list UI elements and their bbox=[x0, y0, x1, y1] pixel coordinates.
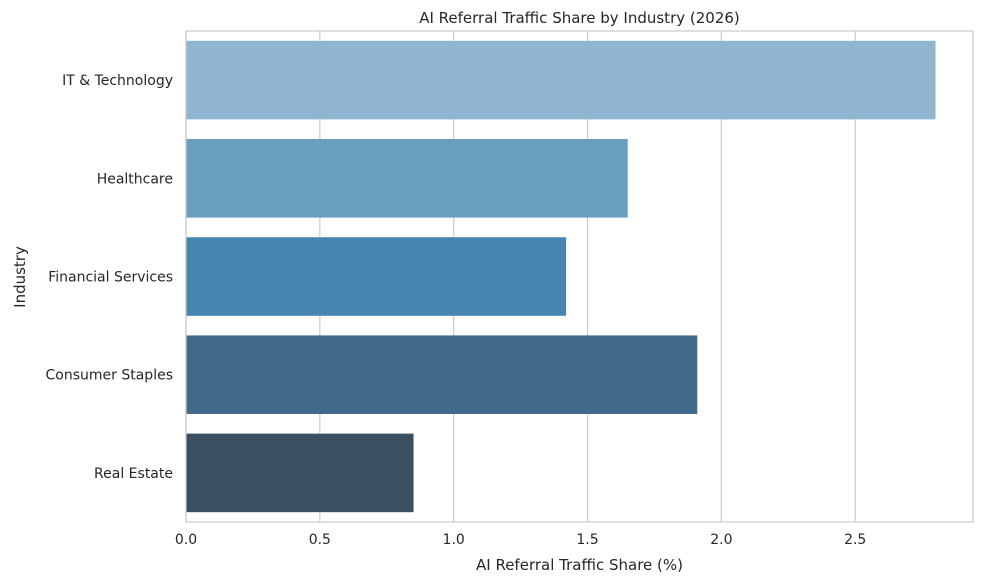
bar bbox=[186, 335, 698, 414]
bar bbox=[186, 237, 567, 316]
y-axis-label: Industry bbox=[11, 246, 29, 308]
x-tick-label: 0.5 bbox=[309, 532, 331, 548]
bar bbox=[186, 40, 936, 120]
x-tick-label: 2.5 bbox=[844, 532, 866, 548]
y-tick-label: Real Estate bbox=[94, 466, 173, 482]
y-tick-label: Consumer Staples bbox=[46, 368, 173, 384]
chart-title: AI Referral Traffic Share by Industry (2… bbox=[419, 9, 740, 27]
plot-frame bbox=[185, 30, 974, 523]
y-tick-label: IT & Technology bbox=[62, 73, 173, 89]
x-tick-label: 0.0 bbox=[175, 532, 197, 548]
x-tick-label: 2.0 bbox=[710, 532, 732, 548]
x-axis-label: AI Referral Traffic Share (%) bbox=[476, 556, 683, 574]
bar bbox=[186, 139, 628, 218]
x-tick-label: 1.5 bbox=[576, 532, 598, 548]
y-tick-label: Healthcare bbox=[97, 171, 173, 187]
x-tick-label: 1.0 bbox=[443, 532, 465, 548]
y-tick-label: Financial Services bbox=[48, 270, 173, 286]
bar bbox=[186, 433, 414, 513]
